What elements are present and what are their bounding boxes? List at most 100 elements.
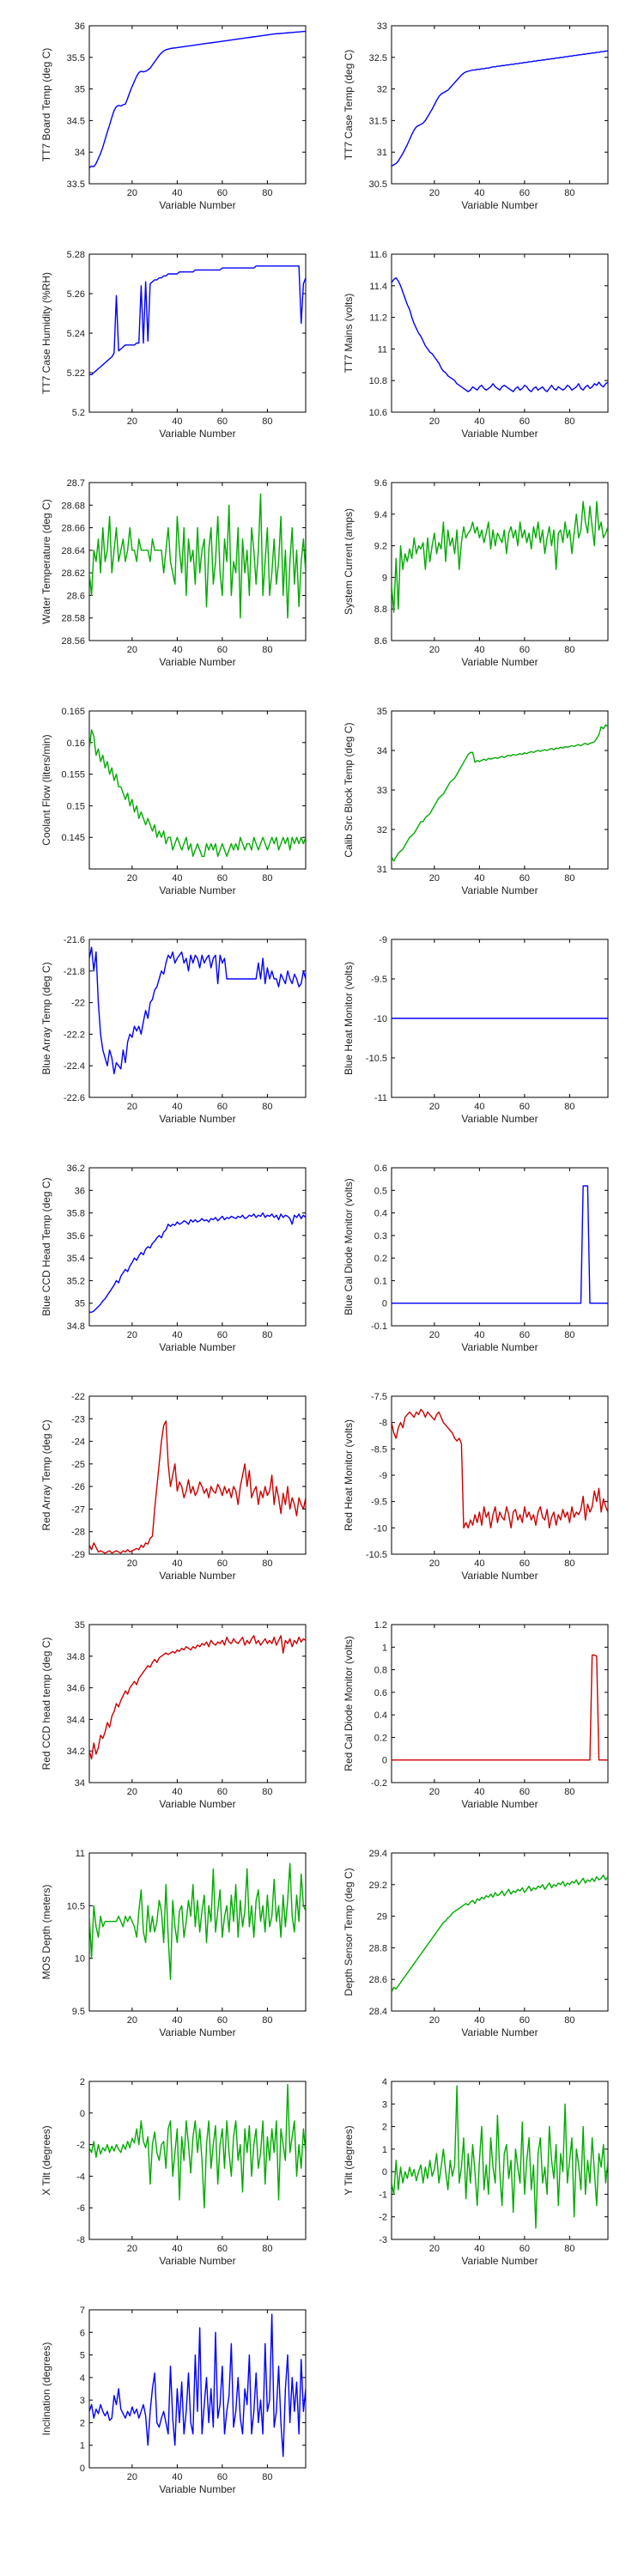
y-tick-label: 11.2 [369, 313, 387, 324]
y-axis-label: Red CCD head temp (deg C) [40, 1637, 52, 1771]
x-tick-label: 60 [519, 416, 530, 427]
plot-frame [391, 1167, 609, 1327]
y-tick-label: 31 [377, 148, 387, 158]
series-line [89, 1862, 306, 1980]
x-axis-label: Variable Number [159, 656, 235, 668]
y-tick-label: -10.5 [366, 1054, 387, 1064]
chart-panel: 20 40 60 80 -22.6 -22.4 -22.2 -22 -21.8 -21.6 Vari… [40, 935, 307, 1125]
y-tick-label: 35 [377, 707, 387, 717]
y-tick-label: 32 [377, 85, 387, 95]
y-tick-label: 11.6 [369, 250, 387, 260]
x-tick-label: 80 [564, 416, 574, 427]
x-tick-label: 60 [217, 2472, 228, 2482]
chart-panel: 20 40 60 80 -29 -28 -27 -26 -25 -24 -23 -22 Variable… [40, 1392, 307, 1582]
y-tick-label: -1 [379, 2190, 387, 2200]
x-tick-label: 80 [262, 645, 272, 655]
y-tick-label: -6 [76, 2203, 85, 2214]
x-tick-label: 60 [217, 188, 228, 198]
plot-frame [88, 1624, 307, 1783]
y-tick-label: 28.64 [61, 546, 85, 556]
y-tick-label: 0.155 [61, 770, 85, 781]
x-tick-label: 40 [172, 1787, 182, 1797]
x-tick-label: 60 [217, 2244, 228, 2254]
y-tick-label: -25 [71, 1460, 85, 1470]
series-line [89, 1420, 306, 1554]
x-tick-label: 20 [127, 1102, 137, 1112]
x-tick-label: 60 [519, 1558, 530, 1569]
x-tick-label: 40 [474, 188, 484, 198]
series-line [89, 1212, 306, 1313]
x-tick-label: 20 [127, 416, 137, 427]
y-tick-label: 0 [382, 1756, 387, 1766]
plot-frame [88, 1167, 307, 1327]
y-tick-label: 10 [75, 1954, 85, 1965]
x-tick-label: 80 [564, 645, 574, 655]
y-tick-label: 34.5 [67, 116, 85, 126]
y-tick-label: 35 [75, 85, 85, 95]
y-tick-label: 28.4 [369, 2007, 387, 2017]
y-tick-label: 5.26 [67, 289, 85, 300]
series-line [392, 1185, 608, 1304]
y-axis-label: Blue Array Temp (deg C) [40, 962, 52, 1074]
x-tick-label: 20 [429, 416, 440, 427]
y-axis-label: TT7 Case Temp (deg C) [343, 50, 355, 161]
y-tick-label: 2 [80, 2418, 85, 2428]
x-tick-label: 80 [262, 2472, 272, 2482]
chart-panel: 20 40 60 80 -11 -10.5 -10 -9.5 -9 Variable Number… [343, 935, 609, 1125]
y-tick-label: 5.28 [67, 250, 85, 260]
y-tick-label: -10 [374, 1014, 387, 1024]
plot-frame [88, 482, 307, 641]
plot-frame [88, 2081, 307, 2240]
y-tick-label: 0.16 [67, 738, 85, 749]
y-tick-label: 0 [382, 1299, 387, 1309]
y-tick-label: 0.4 [374, 1710, 387, 1721]
chart-panel: 20 40 60 80 -3 -2 -1 0 1 2 3 4 Variable Number Y Tilt… [343, 2077, 609, 2267]
y-tick-label: 34 [75, 1778, 85, 1789]
y-tick-label: -2 [76, 2141, 85, 2151]
y-tick-label: -29 [71, 1550, 85, 1560]
y-tick-label: -4 [76, 2172, 85, 2182]
x-tick-label: 40 [474, 2015, 484, 2026]
y-tick-label: -10.5 [366, 1550, 387, 1560]
y-tick-label: 28.58 [61, 614, 85, 624]
y-tick-label: 28.6 [369, 1975, 387, 1985]
chart-panel: 20 40 60 80 8.6 8.8 9 9.2 9.4 9.6 Variable Number S… [343, 478, 609, 668]
x-tick-label: 80 [564, 2015, 574, 2026]
x-tick-label: 20 [127, 2244, 137, 2254]
y-tick-label: 1.2 [374, 1620, 387, 1631]
x-tick-label: 60 [519, 873, 530, 884]
x-tick-label: 60 [519, 188, 530, 198]
y-tick-label: 28.7 [67, 478, 85, 489]
y-axis-label: Coolant Flow (liters/min) [40, 734, 52, 845]
y-tick-label: 34 [377, 746, 387, 756]
plot-frame [391, 710, 609, 870]
y-tick-label: 8.8 [374, 605, 387, 615]
y-tick-label: 0.8 [374, 1666, 387, 1676]
y-tick-label: 9.4 [374, 510, 387, 520]
x-tick-label: 80 [262, 2015, 272, 2026]
x-tick-label: 20 [429, 645, 440, 655]
y-axis-label: Red Cal Diode Monitor (volts) [343, 1636, 355, 1771]
series-line [392, 1874, 608, 1993]
y-tick-label: 0 [382, 2167, 387, 2178]
y-tick-label: 32 [377, 825, 387, 835]
chart-panel: 20 40 60 80 -10.5 -10 -9.5 -9 -8.5 -8 -7.5 Variable… [343, 1392, 609, 1582]
series-line [392, 276, 608, 392]
y-tick-label: -11 [374, 1093, 387, 1103]
x-tick-label: 60 [217, 416, 228, 427]
y-tick-label: 34.8 [67, 1321, 85, 1332]
y-tick-label: -21.8 [64, 967, 85, 977]
x-axis-label: Variable Number [461, 1113, 538, 1125]
y-tick-label: -10 [374, 1523, 387, 1534]
y-tick-label: -2 [379, 2213, 387, 2223]
x-axis-label: Variable Number [159, 428, 235, 440]
y-tick-label: 11.4 [369, 282, 387, 292]
y-tick-label: -27 [71, 1504, 85, 1515]
chart-panel: 20 40 60 80 28.4 28.6 28.8 29 29.2 29.4 Variable N… [343, 1849, 609, 2038]
y-tick-label: 6 [80, 2328, 85, 2338]
plot-frame [391, 253, 609, 413]
series-line [89, 265, 306, 375]
chart-panel: 20 40 60 80 10.6 10.8 11 11.2 11.4 11.6 Variable N… [343, 250, 609, 440]
y-tick-label: -22.2 [64, 1030, 85, 1040]
x-tick-label: 60 [217, 1558, 228, 1569]
